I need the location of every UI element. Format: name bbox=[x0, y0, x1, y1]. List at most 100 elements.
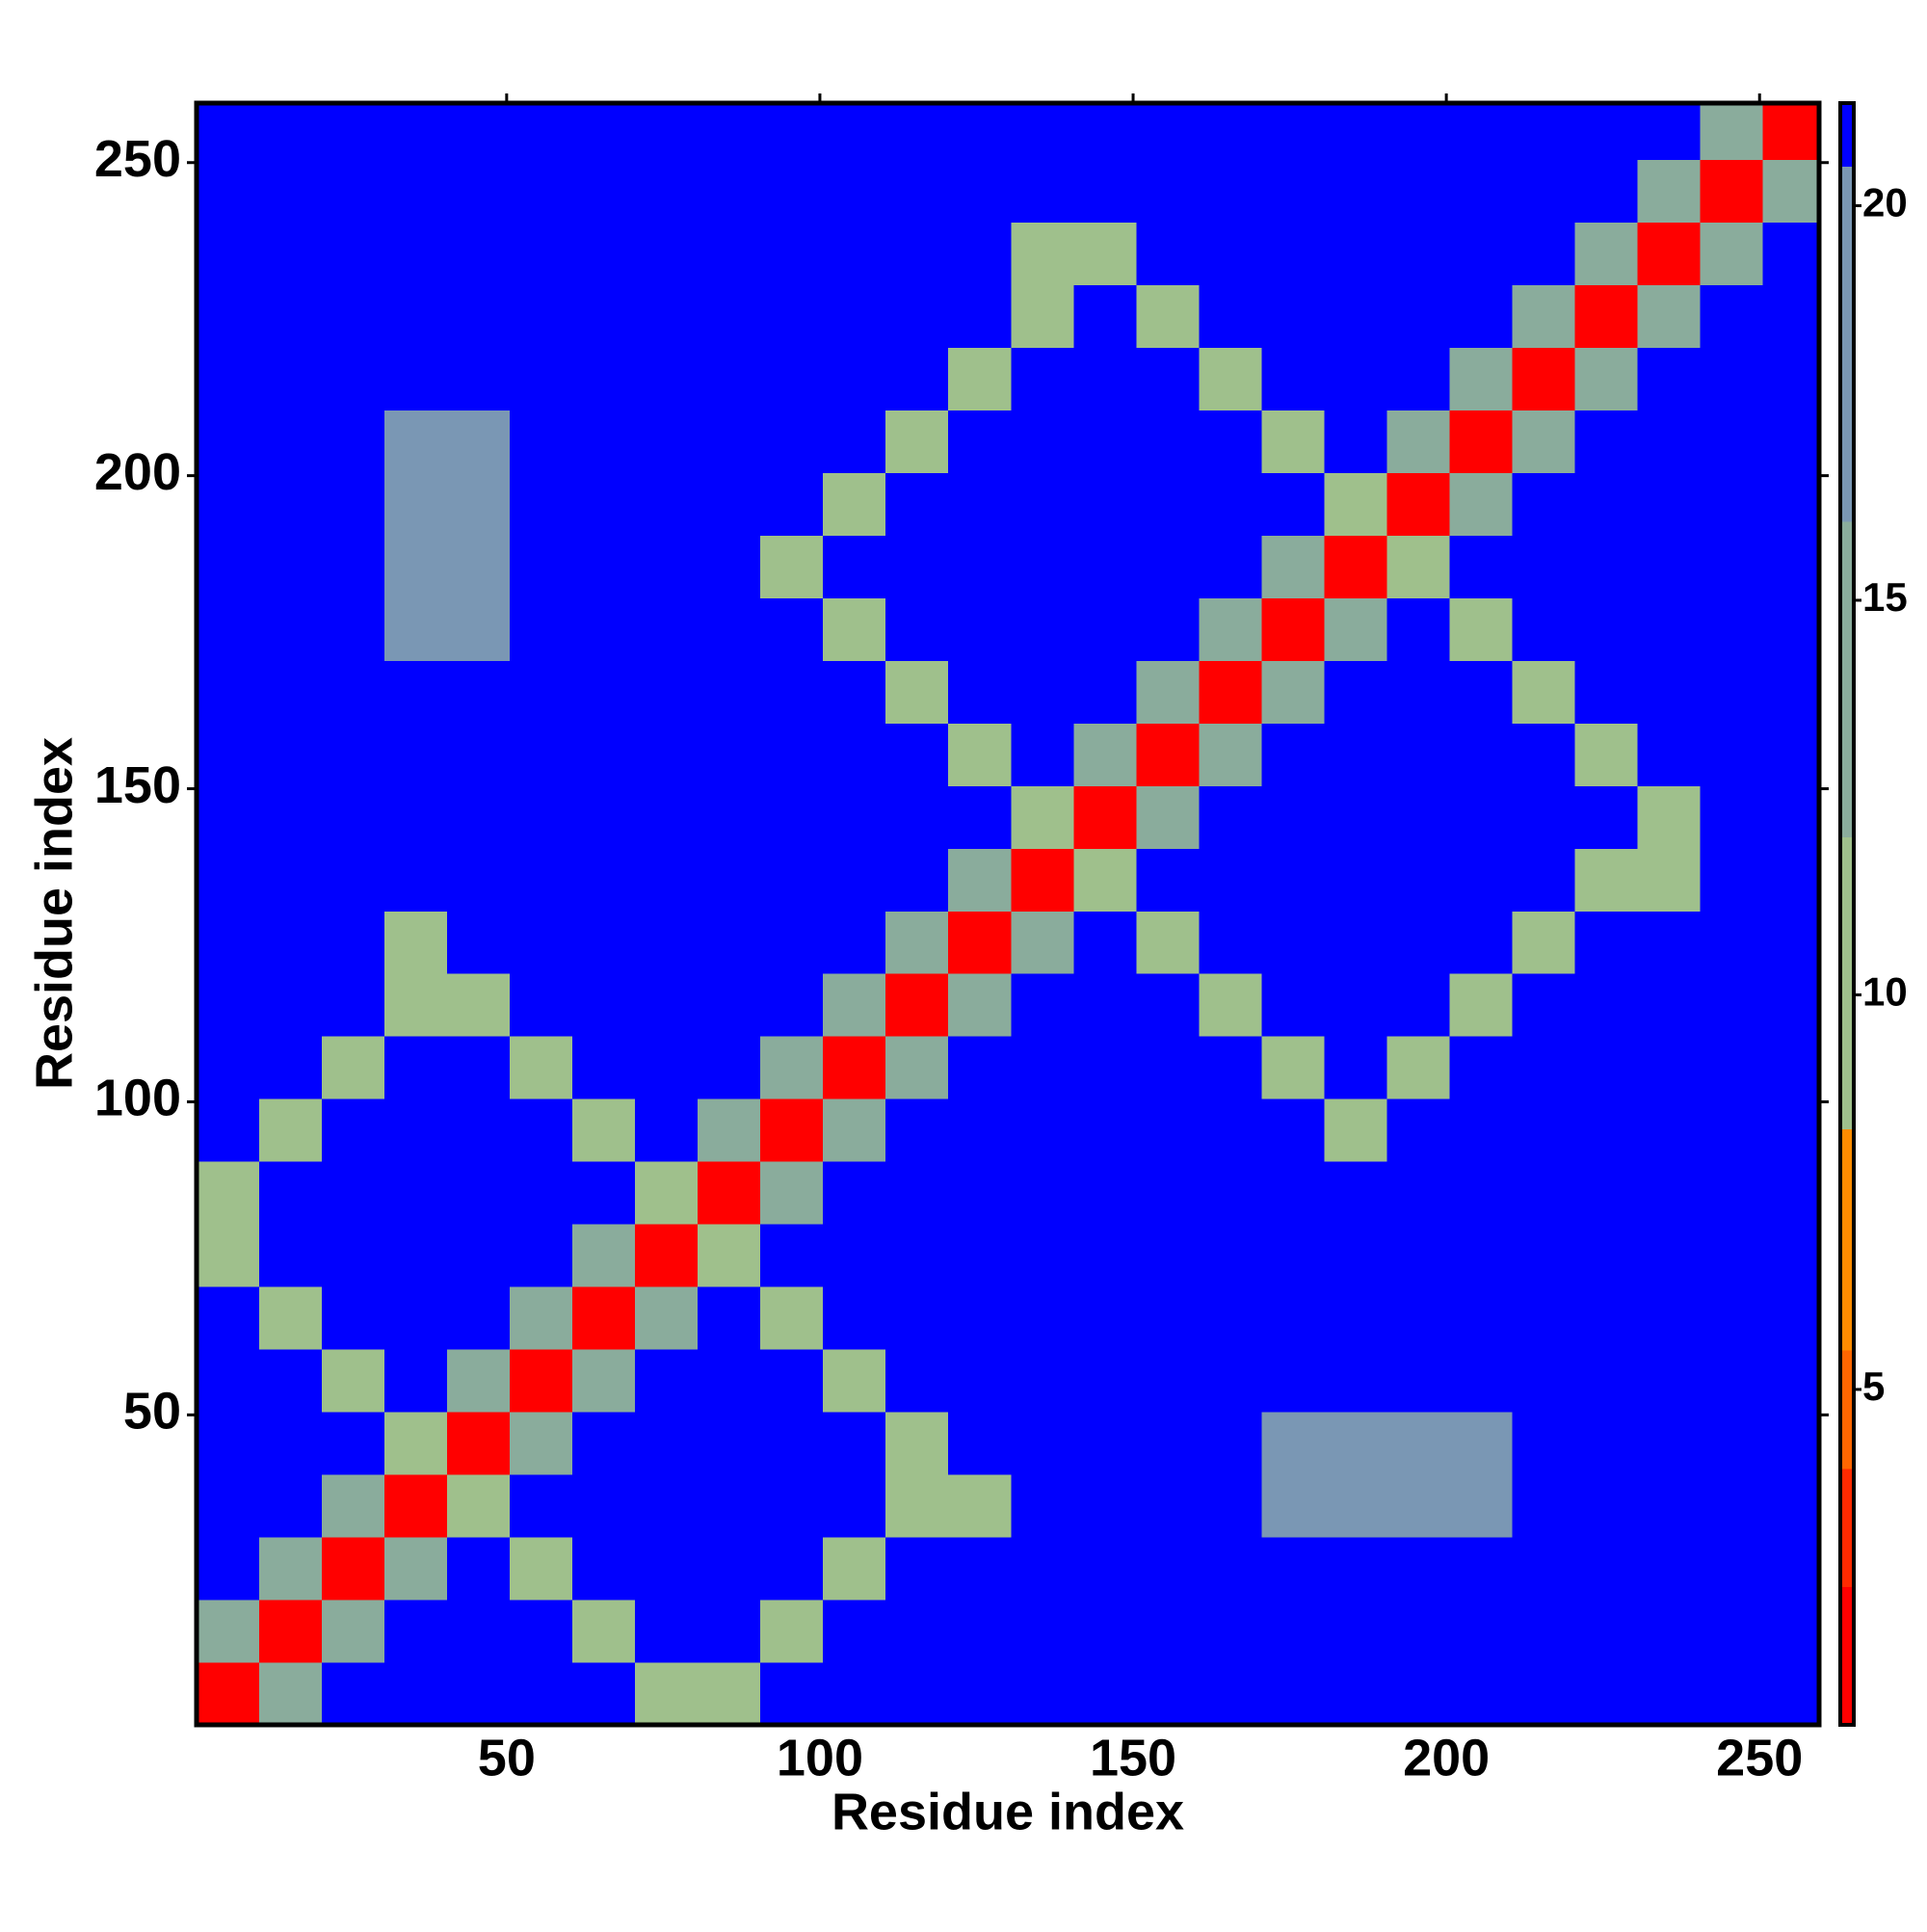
cell bbox=[572, 1349, 636, 1413]
cell bbox=[760, 848, 824, 912]
cell bbox=[823, 284, 886, 348]
cell bbox=[447, 1036, 511, 1099]
cell bbox=[572, 1412, 636, 1475]
cell bbox=[197, 1349, 260, 1413]
cell bbox=[635, 410, 699, 473]
cell bbox=[823, 1662, 886, 1726]
cell bbox=[510, 535, 573, 598]
cell bbox=[1449, 1412, 1513, 1475]
cell bbox=[1011, 1349, 1074, 1413]
cell bbox=[635, 1662, 699, 1726]
cell bbox=[197, 472, 260, 536]
cell bbox=[1136, 284, 1200, 348]
cell bbox=[1136, 723, 1200, 786]
cell bbox=[1700, 1161, 1763, 1225]
cell bbox=[322, 472, 385, 536]
cell bbox=[259, 1036, 323, 1099]
cell bbox=[885, 347, 949, 410]
cell bbox=[1700, 597, 1763, 661]
cell bbox=[447, 973, 511, 1037]
cell bbox=[1700, 103, 1763, 160]
cell bbox=[1574, 785, 1638, 849]
axes: 50 100 150 200 250 50 100 150 200 250 bbox=[94, 93, 1829, 1786]
cell bbox=[1386, 1412, 1450, 1475]
cell bbox=[885, 723, 949, 786]
cell bbox=[1261, 1036, 1325, 1099]
cell bbox=[1324, 785, 1387, 849]
cell bbox=[1386, 723, 1450, 786]
cell bbox=[1261, 1537, 1325, 1601]
cell bbox=[1324, 535, 1387, 598]
cell bbox=[885, 159, 949, 223]
cell bbox=[259, 472, 323, 536]
cell bbox=[698, 1537, 761, 1601]
cell bbox=[384, 472, 448, 536]
cell bbox=[948, 159, 1012, 223]
cell bbox=[1136, 1537, 1200, 1601]
cell bbox=[635, 284, 699, 348]
cell bbox=[885, 1412, 949, 1475]
cell bbox=[1700, 848, 1763, 912]
cell bbox=[1637, 284, 1701, 348]
cell bbox=[760, 785, 824, 849]
cell bbox=[384, 410, 448, 473]
cell bbox=[635, 660, 699, 724]
cell bbox=[1574, 973, 1638, 1037]
cell bbox=[1136, 222, 1200, 285]
cell bbox=[1011, 660, 1074, 724]
cell bbox=[1637, 159, 1701, 223]
cell bbox=[885, 1662, 949, 1726]
cell bbox=[1261, 472, 1325, 536]
cell bbox=[384, 973, 448, 1037]
cell bbox=[1386, 1600, 1450, 1663]
cell bbox=[1324, 103, 1387, 160]
cell bbox=[572, 222, 636, 285]
cell bbox=[1073, 785, 1137, 849]
cell bbox=[1700, 973, 1763, 1037]
cell bbox=[1574, 597, 1638, 661]
cell bbox=[1574, 1412, 1638, 1475]
cell bbox=[1011, 597, 1074, 661]
cell bbox=[1324, 1349, 1387, 1413]
cell bbox=[1136, 472, 1200, 536]
cell bbox=[1762, 1349, 1820, 1413]
cell bbox=[635, 1036, 699, 1099]
y-tick-label: 50 bbox=[123, 1383, 181, 1441]
cell bbox=[1637, 472, 1701, 536]
cell bbox=[635, 848, 699, 912]
cell bbox=[1512, 472, 1575, 536]
cell bbox=[447, 1224, 511, 1287]
cell bbox=[1574, 660, 1638, 724]
cell bbox=[1762, 103, 1820, 160]
cell bbox=[948, 1662, 1012, 1726]
cell bbox=[259, 1537, 323, 1601]
y-axis-title: Residue index bbox=[25, 737, 83, 1090]
cell bbox=[1073, 1349, 1137, 1413]
cell bbox=[197, 1098, 260, 1162]
cell bbox=[572, 1286, 636, 1350]
x-tick-label: 250 bbox=[1716, 1729, 1803, 1786]
cell bbox=[384, 284, 448, 348]
cell bbox=[1637, 1662, 1701, 1726]
cell bbox=[1574, 284, 1638, 348]
cell bbox=[1261, 973, 1325, 1037]
cell bbox=[1449, 785, 1513, 849]
cell bbox=[948, 597, 1012, 661]
cell bbox=[1136, 410, 1200, 473]
cell bbox=[447, 848, 511, 912]
cell bbox=[823, 848, 886, 912]
cell bbox=[510, 973, 573, 1037]
cell bbox=[1700, 1537, 1763, 1601]
cell bbox=[823, 347, 886, 410]
cell bbox=[823, 535, 886, 598]
cell bbox=[635, 159, 699, 223]
cell bbox=[1073, 103, 1137, 160]
cell bbox=[1700, 159, 1763, 223]
cell bbox=[1637, 103, 1701, 160]
cell bbox=[322, 1349, 385, 1413]
cell bbox=[1512, 1349, 1575, 1413]
cell bbox=[698, 1349, 761, 1413]
cell bbox=[1011, 911, 1074, 974]
cell bbox=[1637, 660, 1701, 724]
cell bbox=[885, 1600, 949, 1663]
